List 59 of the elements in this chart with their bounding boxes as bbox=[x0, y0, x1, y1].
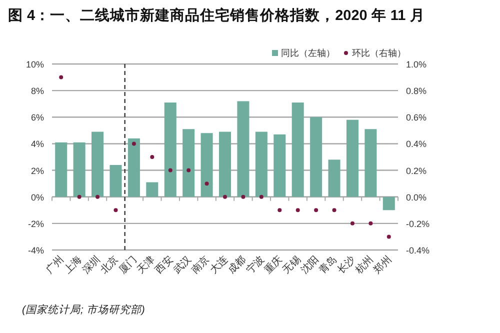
y-tick-label: 4% bbox=[30, 139, 44, 150]
point bbox=[350, 221, 354, 226]
legend-label: 环比（右轴） bbox=[352, 48, 406, 58]
point bbox=[59, 75, 64, 80]
y2-tick-label: 0.2% bbox=[406, 166, 427, 176]
bar bbox=[274, 134, 286, 197]
point bbox=[96, 194, 100, 199]
y2-tick-label: 0.4% bbox=[406, 139, 427, 150]
chart-title: 图 4：一、二线城市新建商品住宅销售价格指数，2020 年 11 月 bbox=[8, 6, 425, 24]
bar bbox=[182, 129, 195, 197]
point bbox=[223, 194, 227, 199]
x-tick-label: 广州 bbox=[44, 254, 66, 276]
point bbox=[241, 194, 246, 199]
bar bbox=[92, 132, 104, 197]
bar bbox=[128, 138, 140, 197]
point bbox=[132, 142, 136, 146]
bar bbox=[55, 142, 68, 197]
point bbox=[368, 221, 373, 226]
point bbox=[314, 208, 318, 212]
point bbox=[332, 208, 336, 212]
y-tick-label: 8% bbox=[30, 86, 44, 96]
y2-tick-label: 0.8% bbox=[406, 86, 427, 96]
bar bbox=[328, 160, 340, 197]
point bbox=[296, 208, 300, 212]
y2-tick-label: 0.0% bbox=[406, 192, 427, 202]
bar bbox=[382, 196, 395, 210]
bar bbox=[310, 117, 322, 197]
bar bbox=[364, 129, 377, 197]
y2-tick-label: 1.0% bbox=[406, 60, 427, 70]
bar bbox=[292, 102, 304, 197]
bar bbox=[255, 132, 268, 197]
y-tick-label: 0% bbox=[30, 192, 44, 202]
y-tick-label: 10% bbox=[26, 60, 44, 70]
text: (国家统计局; 市场研究部) bbox=[22, 304, 145, 316]
bar bbox=[110, 164, 122, 197]
bar bbox=[164, 102, 176, 197]
point bbox=[204, 182, 209, 186]
point bbox=[278, 208, 282, 212]
point bbox=[168, 168, 172, 172]
bar bbox=[237, 101, 250, 197]
bar bbox=[218, 132, 232, 197]
y-tick-label: 6% bbox=[30, 112, 44, 123]
y2-tick-label: -0.2% bbox=[406, 218, 430, 229]
y-tick-label: 2% bbox=[30, 166, 44, 176]
y-tick-label: -2% bbox=[28, 218, 44, 229]
y2-tick-label: -0.4% bbox=[406, 246, 430, 256]
y2-tick-label: 0.6% bbox=[406, 112, 427, 123]
point bbox=[386, 234, 391, 239]
bar bbox=[200, 133, 213, 197]
point bbox=[186, 168, 191, 172]
bar bbox=[146, 182, 158, 197]
point bbox=[114, 208, 118, 212]
point bbox=[150, 155, 154, 159]
y-tick-label: -4% bbox=[28, 246, 44, 256]
bar bbox=[346, 120, 358, 197]
bar bbox=[73, 142, 86, 197]
point bbox=[259, 194, 264, 199]
point bbox=[77, 194, 82, 199]
legend-label: 同比（左轴） bbox=[281, 48, 335, 58]
